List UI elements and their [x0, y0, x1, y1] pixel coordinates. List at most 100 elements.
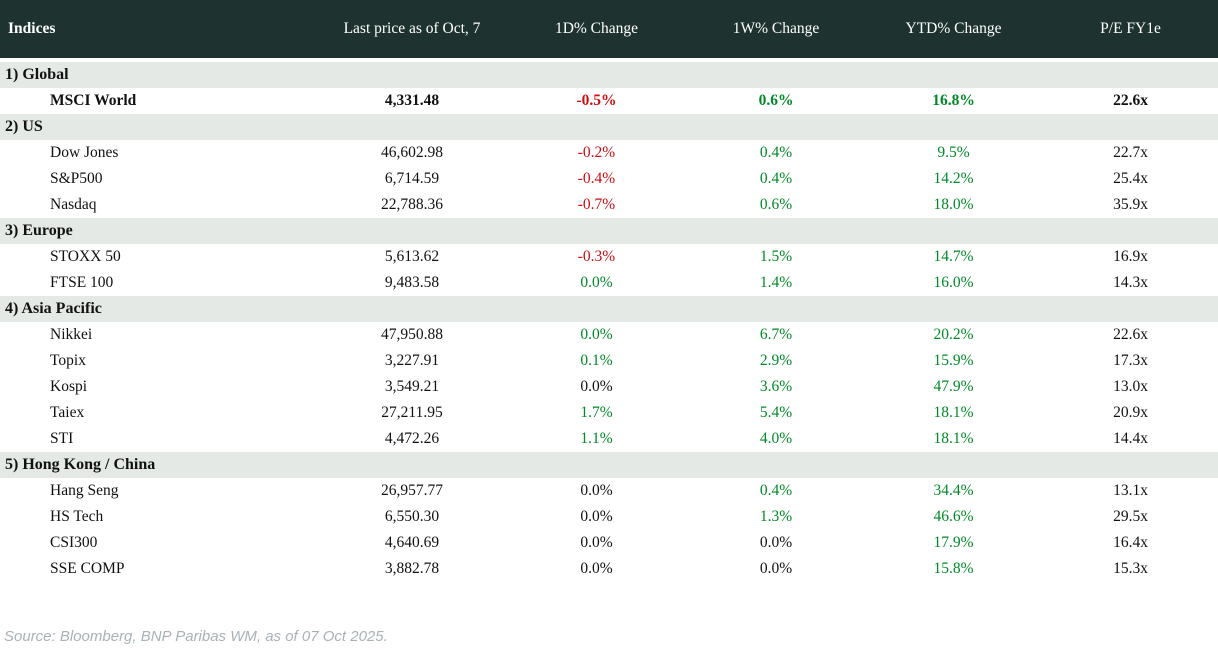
section-label: 3) Europe — [5, 222, 73, 239]
index-name-cell: Topix — [50, 352, 86, 369]
ytd-change-cell: 18.0% — [933, 196, 974, 213]
d1-change-cell: -0.3% — [577, 248, 616, 265]
price-cell: 9,483.58 — [384, 274, 440, 291]
index-name-cell: HS Tech — [50, 508, 104, 525]
table-row: STOXX 50 5,613.62 -0.3% 1.5% 14.7% 16.9x — [0, 244, 1218, 270]
ytd-change-cell: 17.9% — [933, 534, 974, 551]
pe-cell: 22.7x — [1113, 144, 1148, 161]
price-cell: 22,788.36 — [381, 196, 443, 213]
column-header-last-price: Last price as of Oct, 7 — [343, 20, 481, 37]
table-row: Dow Jones 46,602.98 -0.2% 0.4% 9.5% 22.7… — [0, 140, 1218, 166]
w1-change-cell: 5.4% — [759, 404, 793, 421]
w1-change-cell: 1.3% — [759, 508, 793, 525]
w1-change-cell: 2.9% — [759, 352, 793, 369]
table-row: MSCI World 4,331.48 -0.5% 0.6% 16.8% 22.… — [0, 88, 1218, 114]
d1-change-cell: -0.7% — [577, 196, 616, 213]
section-row: 3) Europe — [0, 218, 1218, 244]
section-row: 5) Hong Kong / China — [0, 452, 1218, 478]
w1-change-cell: 0.4% — [759, 144, 793, 161]
price-cell: 4,640.69 — [384, 534, 440, 551]
price-cell: 6,714.59 — [384, 170, 440, 187]
index-name-cell: STOXX 50 — [50, 248, 121, 265]
d1-change-cell: -0.4% — [577, 170, 616, 187]
w1-change-cell: 1.4% — [759, 274, 793, 291]
w1-change-cell: 6.7% — [759, 326, 793, 343]
section-label: 5) Hong Kong / China — [5, 456, 156, 473]
section-label: 2) US — [5, 118, 43, 135]
ytd-change-cell: 18.1% — [933, 404, 974, 421]
index-name-cell: SSE COMP — [50, 560, 125, 577]
ytd-change-cell: 16.0% — [933, 274, 974, 291]
table-row: Topix 3,227.91 0.1% 2.9% 15.9% 17.3x — [0, 348, 1218, 374]
table-row: FTSE 100 9,483.58 0.0% 1.4% 16.0% 14.3x — [0, 270, 1218, 296]
ytd-change-cell: 15.9% — [933, 352, 974, 369]
d1-change-cell: 0.0% — [580, 560, 613, 577]
d1-change-cell: 0.0% — [580, 274, 613, 291]
index-name-cell: Kospi — [50, 378, 88, 395]
price-cell: 46,602.98 — [381, 144, 443, 161]
column-header-1w-change: 1W% Change — [732, 20, 820, 37]
pe-cell: 25.4x — [1113, 170, 1148, 187]
d1-change-cell: -0.2% — [577, 144, 616, 161]
d1-change-cell: 0.0% — [580, 534, 613, 551]
w1-change-cell: 0.4% — [759, 170, 793, 187]
pe-cell: 22.6x — [1113, 92, 1148, 109]
table-row: Taiex 27,211.95 1.7% 5.4% 18.1% 20.9x — [0, 400, 1218, 426]
table-row: S&P500 6,714.59 -0.4% 0.4% 14.2% 25.4x — [0, 166, 1218, 192]
table-row: HS Tech 6,550.30 0.0% 1.3% 46.6% 29.5x — [0, 504, 1218, 530]
price-cell: 5,613.62 — [384, 248, 440, 265]
w1-change-cell: 4.0% — [759, 430, 793, 447]
index-name-cell: FTSE 100 — [50, 274, 114, 291]
price-cell: 47,950.88 — [381, 326, 443, 343]
column-header-pe-fy1e: P/E FY1e — [1100, 20, 1161, 37]
pe-cell: 14.4x — [1113, 430, 1148, 447]
price-cell: 3,227.91 — [384, 352, 440, 369]
price-cell: 4,331.48 — [384, 92, 440, 109]
pe-cell: 13.0x — [1113, 378, 1148, 395]
table-header: Indices Last price as of Oct, 7 1D% Chan… — [0, 0, 1218, 58]
table-body: 1) Global MSCI World 4,331.48 -0.5% 0.6%… — [0, 62, 1218, 582]
d1-change-cell: 0.0% — [580, 378, 613, 395]
price-cell: 26,957.77 — [381, 482, 443, 499]
d1-change-cell: 1.1% — [580, 430, 613, 447]
w1-change-cell: 1.5% — [759, 248, 793, 265]
index-name-cell: S&P500 — [50, 170, 103, 187]
price-cell: 3,882.78 — [384, 560, 440, 577]
column-header-1d-change: 1D% Change — [554, 20, 639, 37]
ytd-change-cell: 46.6% — [933, 508, 974, 525]
table-row: SSE COMP 3,882.78 0.0% 0.0% 15.8% 15.3x — [0, 556, 1218, 582]
pe-cell: 22.6x — [1113, 326, 1148, 343]
w1-change-cell: 0.0% — [759, 534, 793, 551]
w1-change-cell: 0.4% — [759, 482, 793, 499]
table-row: Nikkei 47,950.88 0.0% 6.7% 20.2% 22.6x — [0, 322, 1218, 348]
pe-cell: 17.3x — [1113, 352, 1148, 369]
table-row: CSI300 4,640.69 0.0% 0.0% 17.9% 16.4x — [0, 530, 1218, 556]
d1-change-cell: -0.5% — [576, 92, 617, 109]
pe-cell: 15.3x — [1113, 560, 1148, 577]
ytd-change-cell: 15.8% — [933, 560, 974, 577]
price-cell: 6,550.30 — [384, 508, 440, 525]
price-cell: 27,211.95 — [381, 404, 443, 421]
d1-change-cell: 1.7% — [580, 404, 613, 421]
table-row: Hang Seng 26,957.77 0.0% 0.4% 34.4% 13.1… — [0, 478, 1218, 504]
section-row: 2) US — [0, 114, 1218, 140]
index-name-cell: Hang Seng — [50, 482, 119, 499]
ytd-change-cell: 9.5% — [937, 144, 970, 161]
pe-cell: 16.9x — [1113, 248, 1148, 265]
ytd-change-cell: 18.1% — [933, 430, 974, 447]
w1-change-cell: 0.6% — [759, 196, 793, 213]
table-row: Nasdaq 22,788.36 -0.7% 0.6% 18.0% 35.9x — [0, 192, 1218, 218]
pe-cell: 16.4x — [1113, 534, 1148, 551]
index-name-cell: STI — [50, 430, 74, 447]
index-name-cell: CSI300 — [50, 534, 98, 551]
pe-cell: 29.5x — [1113, 508, 1148, 525]
ytd-change-cell: 20.2% — [933, 326, 974, 343]
w1-change-cell: 3.6% — [759, 378, 793, 395]
pe-cell: 35.9x — [1113, 196, 1148, 213]
index-name-cell: Nikkei — [50, 326, 93, 343]
price-cell: 3,549.21 — [384, 378, 440, 395]
ytd-change-cell: 14.2% — [933, 170, 974, 187]
pe-cell: 13.1x — [1113, 482, 1148, 499]
index-name-cell: Nasdaq — [50, 196, 97, 213]
section-label: 1) Global — [5, 66, 69, 83]
